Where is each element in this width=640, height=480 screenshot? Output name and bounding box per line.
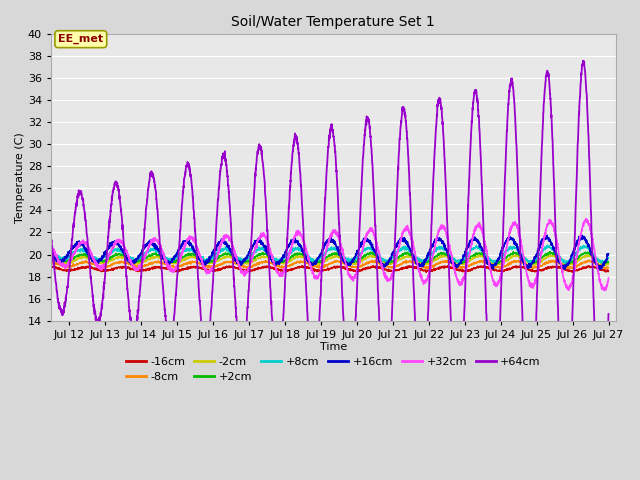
-8cm <box>602 266 609 272</box>
+64cm <box>285 205 293 211</box>
-16cm <box>594 265 602 271</box>
+2cm <box>261 251 269 257</box>
+32cm <box>594 266 602 272</box>
Line: +8cm: +8cm <box>51 245 609 264</box>
-8cm <box>47 259 55 264</box>
+32cm <box>534 269 541 275</box>
-8cm <box>111 261 118 266</box>
+16cm <box>47 246 55 252</box>
+32cm <box>285 253 293 259</box>
+2cm <box>285 255 293 261</box>
+16cm <box>261 242 269 248</box>
+2cm <box>534 258 541 264</box>
-2cm <box>442 252 449 257</box>
+2cm <box>594 257 602 263</box>
-2cm <box>144 256 152 262</box>
-16cm <box>534 268 541 274</box>
-8cm <box>605 264 612 270</box>
X-axis label: Time: Time <box>320 342 347 352</box>
+8cm <box>261 248 269 253</box>
+8cm <box>285 250 293 255</box>
+64cm <box>605 311 612 317</box>
+8cm <box>594 256 602 262</box>
+2cm <box>111 252 118 258</box>
-16cm <box>47 264 55 269</box>
+16cm <box>594 264 602 270</box>
+64cm <box>111 180 118 186</box>
-16cm <box>422 270 430 276</box>
Line: +2cm: +2cm <box>51 252 609 264</box>
-2cm <box>564 263 572 269</box>
+8cm <box>111 248 118 253</box>
Title: Soil/Water Temperature Set 1: Soil/Water Temperature Set 1 <box>232 15 435 29</box>
+64cm <box>594 413 602 419</box>
+64cm <box>579 58 587 63</box>
+32cm <box>601 288 609 293</box>
+32cm <box>144 249 152 254</box>
-2cm <box>605 261 612 266</box>
+64cm <box>534 278 541 284</box>
+16cm <box>578 232 586 238</box>
+2cm <box>144 253 152 259</box>
+32cm <box>261 233 269 239</box>
+64cm <box>261 181 269 187</box>
-16cm <box>144 266 152 272</box>
+64cm <box>47 237 55 243</box>
-2cm <box>594 258 602 264</box>
+32cm <box>605 275 612 281</box>
-2cm <box>111 256 118 262</box>
Line: -2cm: -2cm <box>51 254 609 266</box>
-2cm <box>285 258 293 264</box>
-16cm <box>605 268 612 274</box>
+16cm <box>605 251 612 257</box>
Line: +64cm: +64cm <box>51 60 609 452</box>
+16cm <box>534 248 541 253</box>
+64cm <box>597 449 605 455</box>
+8cm <box>47 249 55 254</box>
+16cm <box>144 241 152 247</box>
Text: EE_met: EE_met <box>58 34 104 44</box>
+8cm <box>605 255 612 261</box>
-8cm <box>594 261 602 267</box>
-16cm <box>298 263 306 268</box>
Y-axis label: Temperature (C): Temperature (C) <box>15 132 25 223</box>
+2cm <box>605 259 612 264</box>
-8cm <box>261 259 269 264</box>
+16cm <box>111 238 118 244</box>
Line: +32cm: +32cm <box>51 218 609 290</box>
Legend: -16cm, -8cm, -2cm, +2cm, +8cm, +16cm, +32cm, +64cm: -16cm, -8cm, -2cm, +2cm, +8cm, +16cm, +3… <box>122 352 545 386</box>
Line: -16cm: -16cm <box>51 265 609 273</box>
-8cm <box>285 263 293 269</box>
Line: +16cm: +16cm <box>51 235 609 270</box>
-8cm <box>534 264 541 270</box>
+8cm <box>534 253 541 259</box>
-8cm <box>585 257 593 263</box>
-8cm <box>144 262 152 267</box>
+2cm <box>509 249 517 254</box>
-16cm <box>285 267 293 273</box>
+32cm <box>582 216 589 221</box>
+8cm <box>144 249 152 255</box>
-2cm <box>261 254 269 260</box>
Line: -8cm: -8cm <box>51 260 609 269</box>
+2cm <box>47 252 55 257</box>
-2cm <box>534 261 541 266</box>
+32cm <box>111 241 118 247</box>
+8cm <box>543 242 551 248</box>
+16cm <box>285 242 293 248</box>
+64cm <box>144 190 152 195</box>
-16cm <box>111 266 118 272</box>
+8cm <box>599 261 607 267</box>
-16cm <box>261 264 269 270</box>
+32cm <box>47 244 55 250</box>
+16cm <box>595 267 603 273</box>
+2cm <box>599 261 607 267</box>
-2cm <box>47 253 55 259</box>
